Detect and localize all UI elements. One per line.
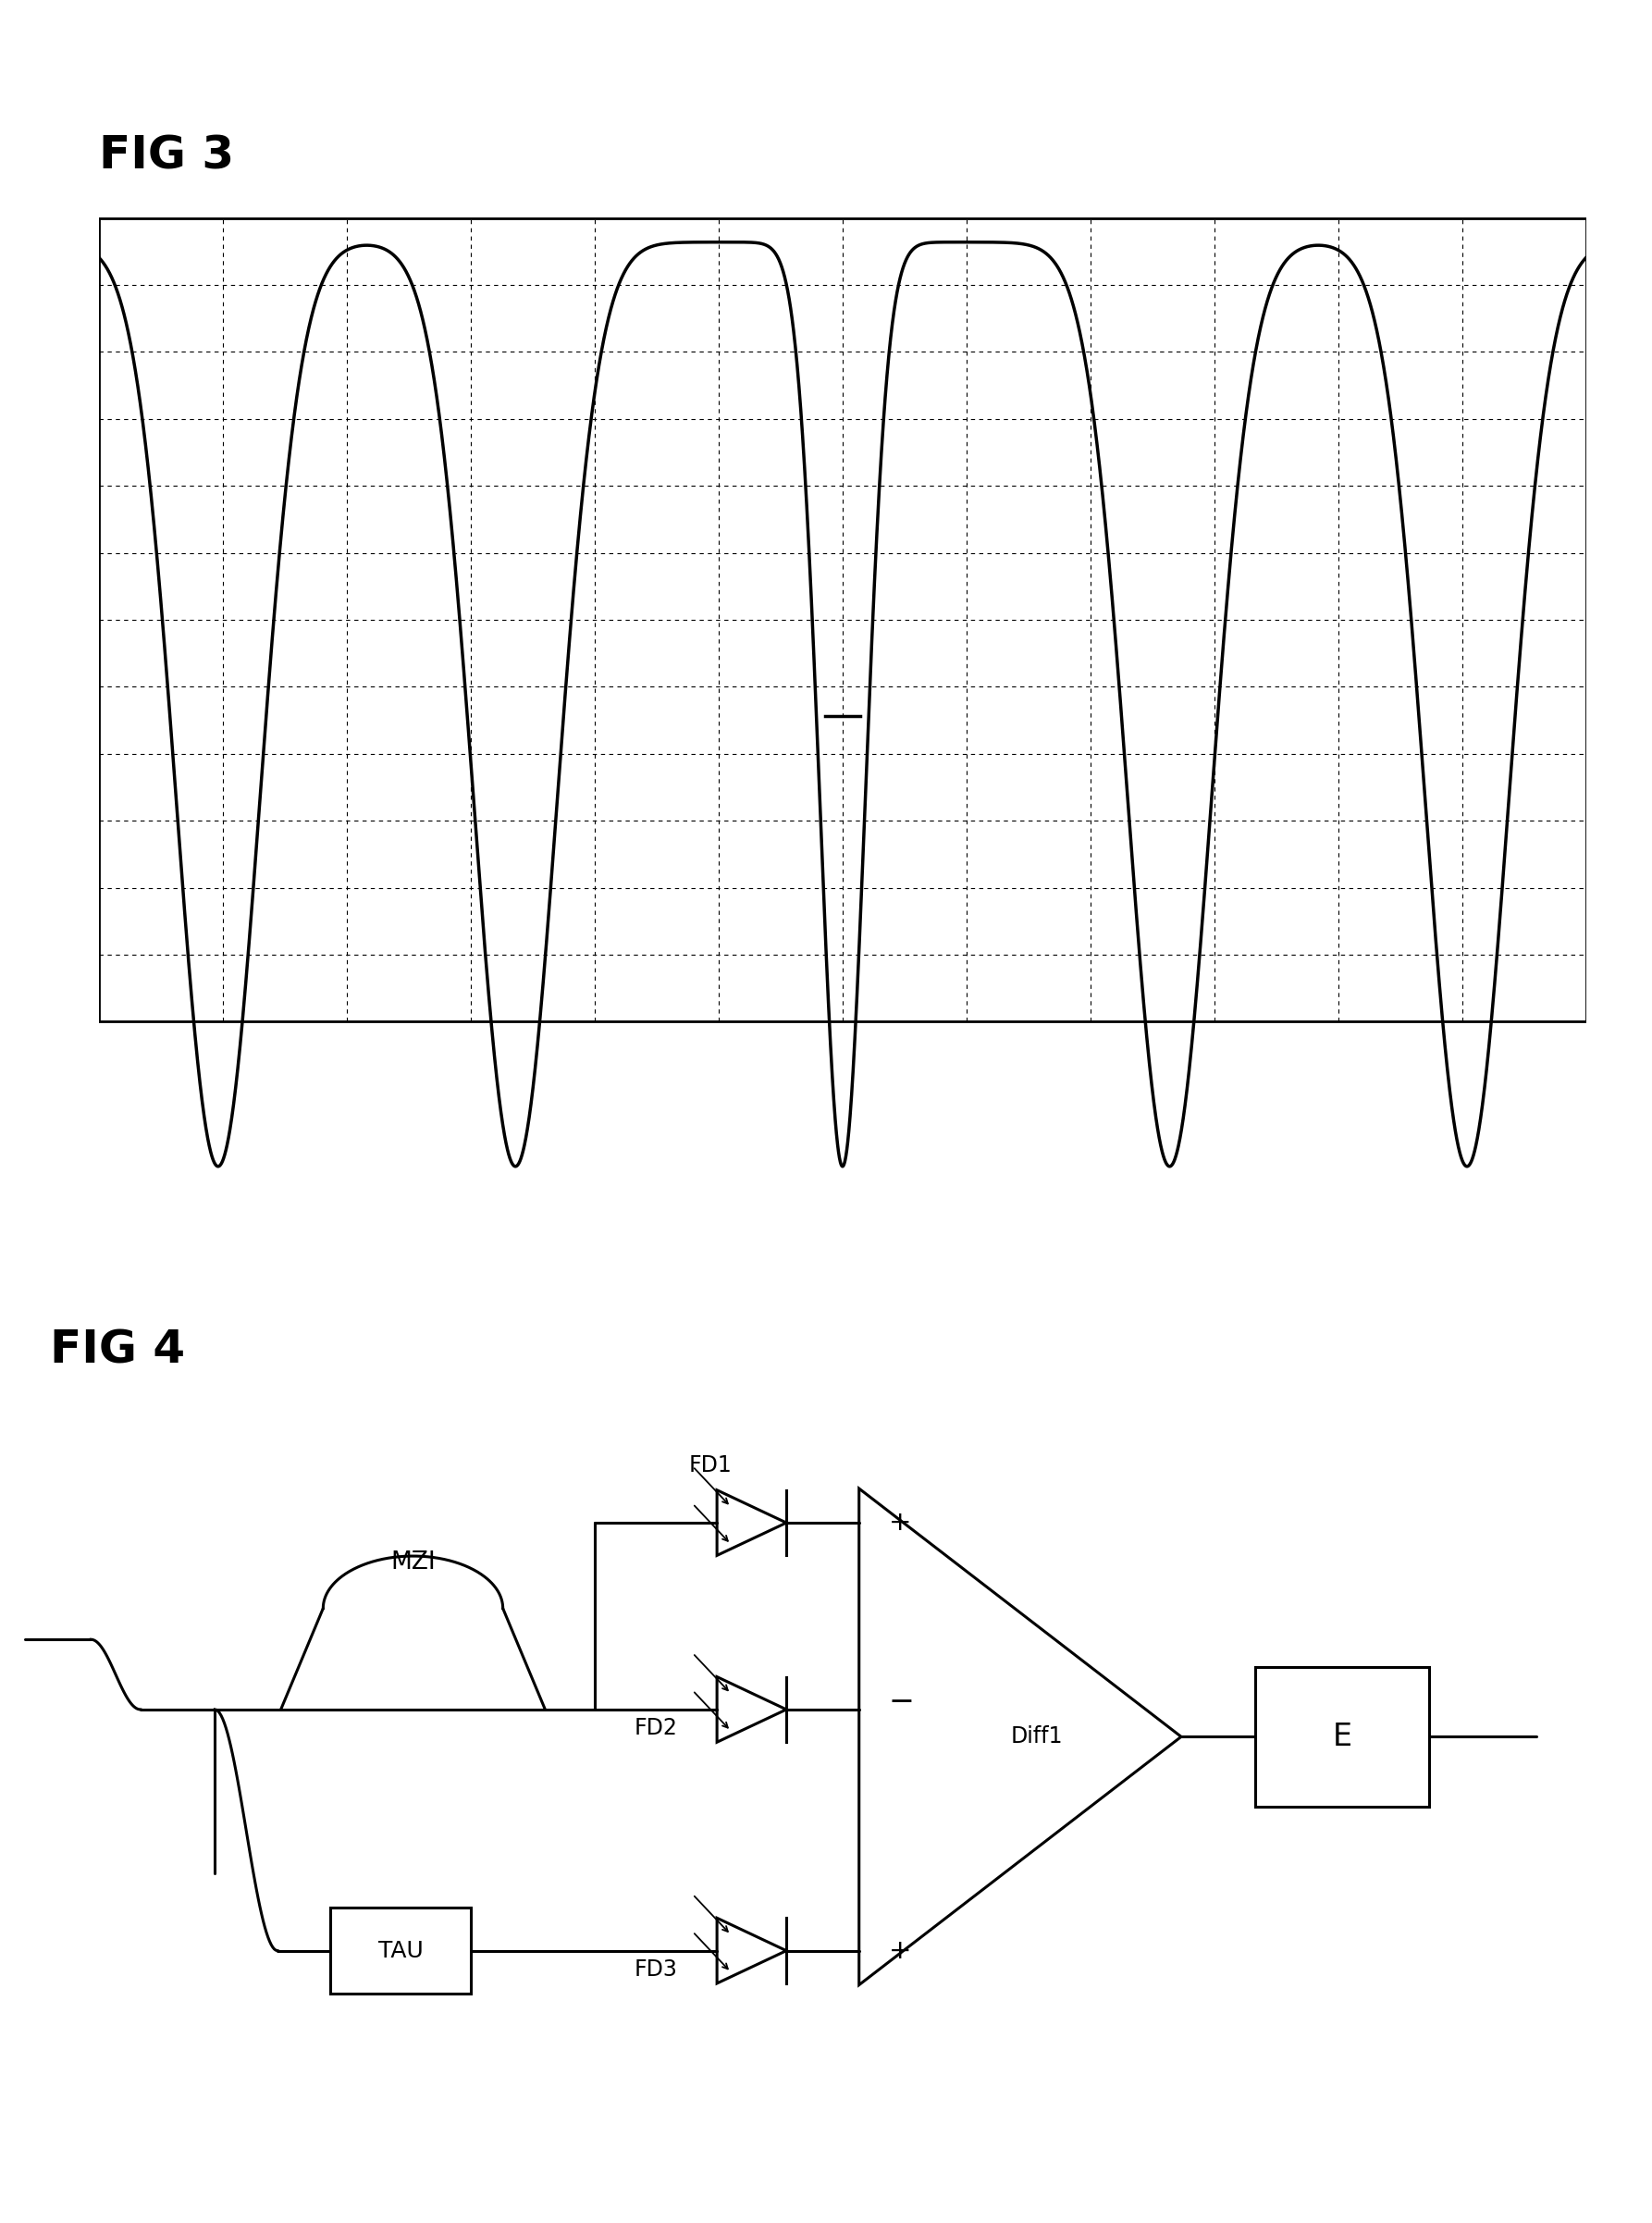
Text: −: − [889,1687,915,1716]
Text: FIG 4: FIG 4 [50,1329,185,1372]
FancyBboxPatch shape [1256,1667,1429,1807]
Text: FIG 3: FIG 3 [99,133,235,178]
Text: FD3: FD3 [634,1958,677,1981]
Text: FD1: FD1 [689,1454,732,1476]
Text: +: + [889,1938,912,1963]
Text: MZI: MZI [390,1549,436,1574]
Text: FD2: FD2 [634,1716,677,1738]
Text: E: E [1333,1721,1351,1752]
Text: TAU: TAU [378,1941,423,1961]
Text: Diff1: Diff1 [1011,1725,1062,1747]
FancyBboxPatch shape [330,1907,471,1994]
Text: +: + [889,1509,912,1536]
